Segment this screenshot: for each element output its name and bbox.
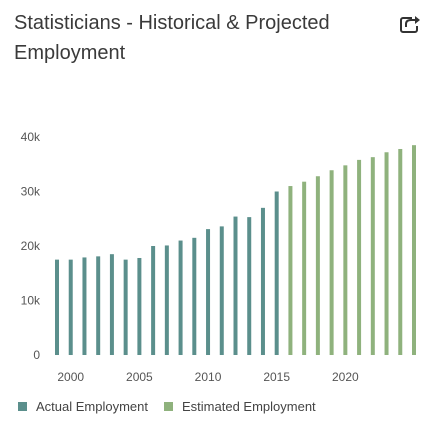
x-tick-label: 2020 [332, 370, 359, 384]
bar-estimated[interactable] [370, 157, 375, 355]
bar-estimated[interactable] [315, 176, 320, 355]
y-tick-label: 0 [33, 348, 40, 362]
bar-estimated[interactable] [412, 145, 416, 355]
x-tick-label: 2015 [263, 370, 290, 384]
bar-actual[interactable] [137, 257, 142, 355]
legend-item-estimated[interactable]: Estimated Employment [164, 399, 316, 414]
x-tick-label: 2005 [126, 370, 153, 384]
chart-legend: Actual Employment Estimated Employment [18, 399, 332, 414]
bar-estimated[interactable] [288, 186, 293, 355]
bar-actual[interactable] [178, 240, 183, 355]
bar-estimated[interactable] [329, 170, 334, 355]
bar-estimated[interactable] [343, 165, 348, 355]
bar-estimated[interactable] [384, 152, 389, 355]
bar-actual[interactable] [219, 226, 224, 355]
y-tick-label: 10k [21, 294, 41, 308]
employment-bar-chart: 0 10k 20k 30k 40k 2000 2005 2010 2015 2020 [21, 130, 416, 384]
bar-actual[interactable] [260, 207, 265, 355]
legend-item-actual[interactable]: Actual Employment [18, 399, 148, 414]
bar-actual[interactable] [68, 259, 73, 356]
x-tick-label: 2000 [57, 370, 84, 384]
share-button[interactable] [398, 12, 426, 38]
bar-actual[interactable] [109, 254, 114, 355]
legend-label-actual: Actual Employment [36, 399, 148, 414]
bar-actual[interactable] [206, 229, 211, 355]
share-arrow-icon [400, 14, 424, 33]
legend-swatch-estimated [164, 402, 173, 411]
bar-actual[interactable] [151, 246, 156, 355]
bar-actual[interactable] [123, 259, 128, 356]
bar-actual[interactable] [96, 256, 101, 355]
legend-swatch-actual [18, 402, 27, 411]
y-tick-label: 40k [21, 130, 41, 144]
x-tick-label: 2010 [195, 370, 222, 384]
bar-estimated[interactable] [357, 159, 362, 355]
legend-label-estimated: Estimated Employment [182, 399, 316, 414]
y-tick-label: 30k [21, 185, 41, 199]
bar-actual[interactable] [274, 191, 279, 356]
y-tick-label: 20k [21, 239, 41, 253]
chart-title: Statisticians - Historical & Projected E… [14, 12, 330, 64]
bar-actual[interactable] [192, 237, 197, 355]
bar-estimated[interactable] [398, 148, 403, 355]
bar-actual[interactable] [233, 216, 238, 355]
bar-actual[interactable] [247, 217, 252, 355]
bar-actual[interactable] [82, 257, 87, 355]
bar-estimated[interactable] [302, 181, 307, 355]
bar-actual[interactable] [164, 245, 169, 355]
bar-actual[interactable] [55, 259, 59, 356]
